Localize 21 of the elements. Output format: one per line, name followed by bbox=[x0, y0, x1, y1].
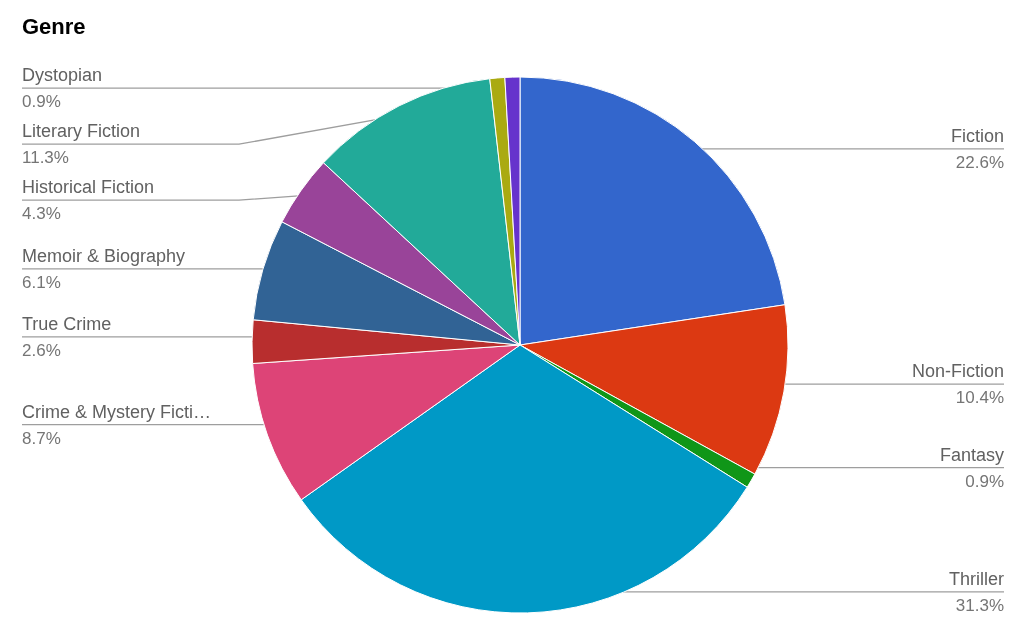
slice-label: Non-Fiction bbox=[911, 361, 1004, 382]
slice-label: Literary Fiction bbox=[22, 121, 141, 142]
data-label: 2.6% bbox=[22, 340, 61, 360]
slice-label: Fantasy bbox=[939, 444, 1004, 465]
slice-label: Crime & Mystery Ficti… bbox=[22, 401, 211, 422]
data-label: 0.9% bbox=[965, 471, 1004, 491]
chart-title: Genre bbox=[22, 14, 86, 39]
data-label: 10.4% bbox=[955, 388, 1004, 408]
data-label: 31.3% bbox=[955, 595, 1004, 615]
slice-label: Thriller bbox=[948, 568, 1004, 589]
data-label: 0.9% bbox=[22, 92, 61, 112]
data-label: 22.6% bbox=[955, 152, 1004, 172]
data-label: 8.7% bbox=[22, 428, 61, 448]
data-label: 11.3% bbox=[22, 148, 69, 168]
data-label: 6.1% bbox=[22, 272, 61, 292]
slice-label: Fiction bbox=[950, 125, 1004, 146]
slice-label: Dystopian bbox=[22, 65, 103, 86]
slice-label: True Crime bbox=[22, 313, 112, 334]
slice-label: Memoir & Biography bbox=[22, 245, 186, 266]
data-label: 4.3% bbox=[22, 204, 61, 224]
slice-label: Historical Fiction bbox=[22, 177, 155, 198]
